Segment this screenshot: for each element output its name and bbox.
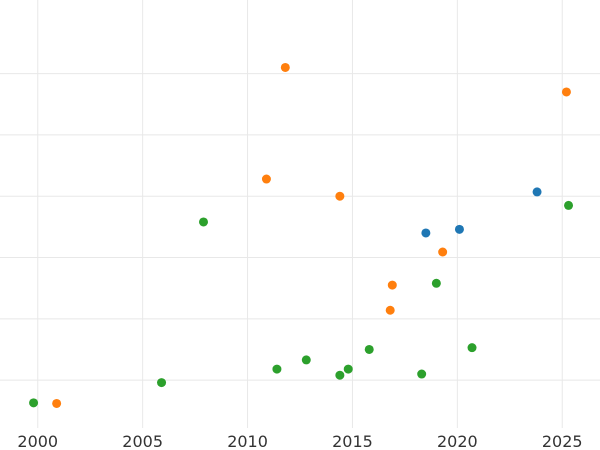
grid <box>0 0 600 428</box>
data-points <box>29 62 574 408</box>
data-point-series-2 <box>52 398 62 408</box>
x-tick-label: 2020 <box>437 432 478 450</box>
x-axis-tick-labels: 2000 2005 2010 2015 2020 2025 <box>17 432 582 450</box>
data-point-series-1 <box>532 187 542 197</box>
data-point-series-3 <box>364 344 374 354</box>
data-point-series-2 <box>335 191 345 201</box>
data-point-series-2 <box>261 174 271 184</box>
data-point-series-3 <box>272 364 282 374</box>
data-point-series-1 <box>421 228 431 238</box>
data-point-series-3 <box>157 378 167 388</box>
data-point-series-3 <box>564 200 574 210</box>
data-point-series-2 <box>561 87 571 97</box>
data-point-series-3 <box>335 370 345 380</box>
x-tick-label: 2005 <box>122 432 163 450</box>
x-tick-label: 2010 <box>227 432 268 450</box>
data-point-series-3 <box>417 369 427 379</box>
data-point-series-3 <box>198 217 208 227</box>
data-point-series-3 <box>467 343 477 353</box>
data-point-series-3 <box>343 364 353 374</box>
data-point-series-3 <box>29 398 39 408</box>
x-tick-label: 2015 <box>332 432 373 450</box>
data-point-series-1 <box>454 224 464 234</box>
x-tick-label: 2025 <box>542 432 583 450</box>
data-point-series-3 <box>301 355 311 365</box>
data-point-series-2 <box>280 62 290 72</box>
x-tick-label: 2000 <box>17 432 58 450</box>
data-point-series-3 <box>431 278 441 288</box>
data-point-series-2 <box>385 305 395 315</box>
data-point-series-2 <box>438 247 448 257</box>
data-point-series-2 <box>387 280 397 290</box>
